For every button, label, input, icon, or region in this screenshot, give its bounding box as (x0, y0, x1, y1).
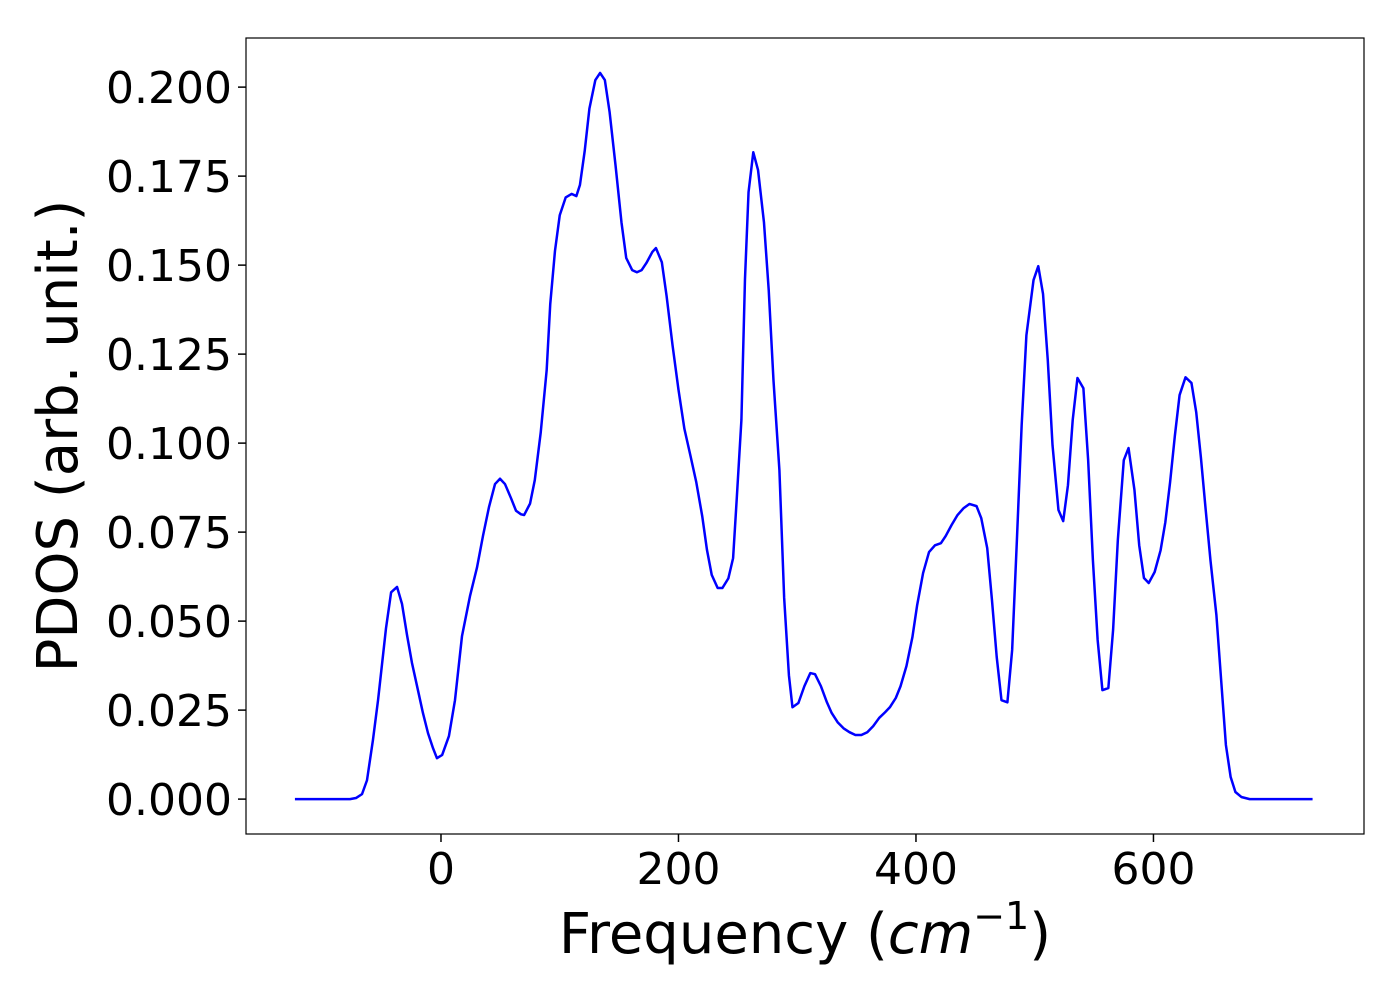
x-label-exponent: −1 (973, 894, 1029, 938)
x-label-text: Frequency ( (559, 902, 888, 967)
y-tick-label: 0.175 (106, 152, 232, 203)
x-label-close: ) (1029, 902, 1051, 967)
x-axis-label: Frequency (cm−1) (559, 894, 1051, 967)
y-tick-label: 0.050 (106, 597, 232, 648)
y-axis-label: PDOS (arb. unit.) (26, 200, 91, 673)
y-tick-label: 0.075 (106, 508, 232, 559)
y-tick-label: 0.100 (106, 419, 232, 470)
pdos-line (294, 71, 1313, 801)
y-tick-label: 0.200 (106, 63, 232, 114)
x-label-unit: cm (888, 902, 973, 967)
y-tick-label: 0.150 (106, 241, 232, 292)
x-tick-label: 400 (874, 844, 958, 895)
x-tick-label: 200 (636, 844, 720, 895)
plot-frame (245, 37, 1365, 835)
x-tick-label: 600 (1111, 844, 1195, 895)
y-tick-label: 0.125 (106, 330, 232, 381)
y-tick-label: 0.025 (106, 686, 232, 737)
y-tick-label: 0.000 (106, 775, 232, 826)
x-tick-label: 0 (427, 844, 455, 895)
